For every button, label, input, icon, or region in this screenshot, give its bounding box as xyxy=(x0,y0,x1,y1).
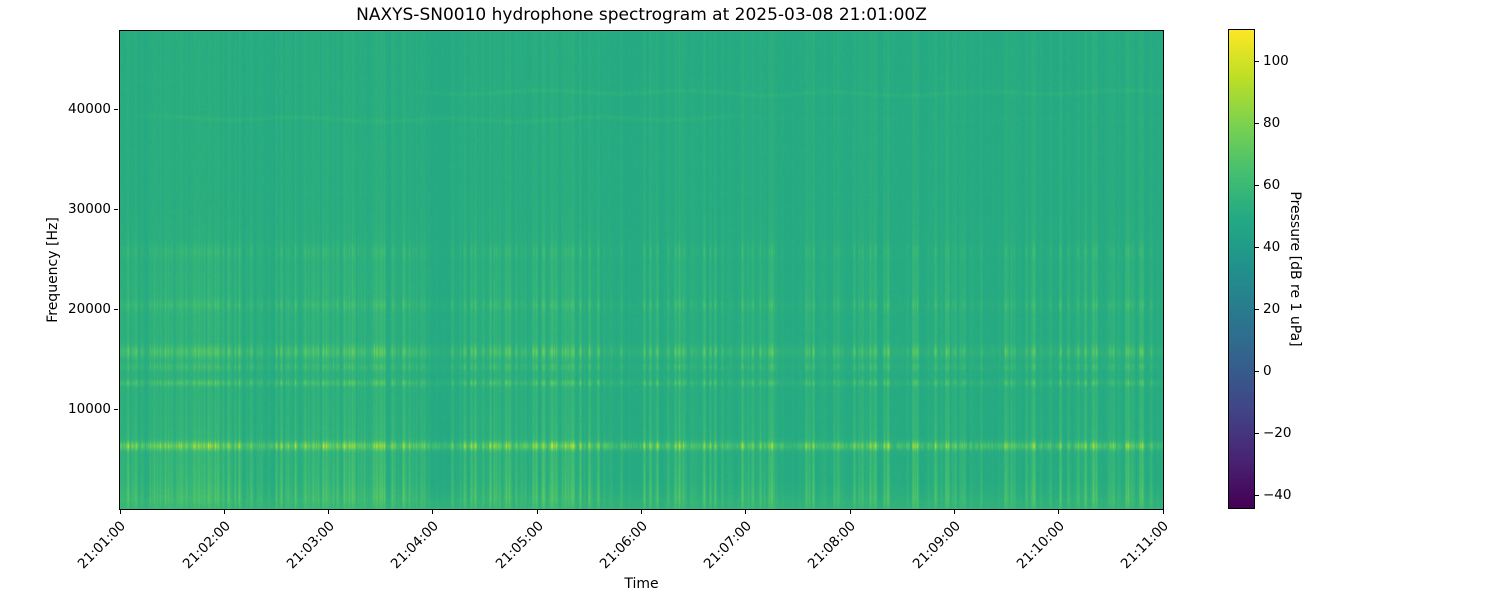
x-tick-mark xyxy=(432,510,434,514)
colorbar-frame xyxy=(1228,29,1255,509)
y-tick-label: 30000 xyxy=(68,200,111,217)
x-tick-mark xyxy=(223,510,225,514)
colorbar-label: Pressure [dB re 1 uPa] xyxy=(1287,191,1303,347)
colorbar-tick-mark xyxy=(1255,433,1259,434)
colorbar-tick-label: 0 xyxy=(1263,362,1272,379)
x-tick-mark xyxy=(1162,510,1164,514)
colorbar-tick-mark xyxy=(1255,184,1259,186)
x-tick-mark xyxy=(953,510,955,514)
x-axis-label: Time xyxy=(624,576,659,592)
y-tick-mark xyxy=(114,108,118,110)
x-tick-mark xyxy=(849,510,851,514)
colorbar-tick-mark xyxy=(1255,122,1259,124)
x-tick-mark xyxy=(641,510,642,514)
colorbar-tick-label: 100 xyxy=(1263,52,1289,69)
y-tick-label: 40000 xyxy=(68,100,111,117)
y-tick-label: 20000 xyxy=(68,300,111,317)
colorbar-tick-mark xyxy=(1255,60,1259,62)
spectrogram-heatmap xyxy=(120,31,1163,509)
colorbar-tick-mark xyxy=(1255,370,1259,372)
y-tick-mark xyxy=(114,308,118,310)
plot-frame xyxy=(119,30,1164,510)
x-tick-mark xyxy=(745,510,747,514)
x-tick-mark xyxy=(536,510,538,514)
colorbar-tick-mark xyxy=(1255,308,1259,310)
y-tick-mark xyxy=(114,408,118,410)
colorbar-tick-label: 40 xyxy=(1263,238,1281,255)
colorbar-tick-mark xyxy=(1255,246,1259,248)
colorbar-tick-mark xyxy=(1255,495,1259,497)
x-tick-mark xyxy=(328,510,330,514)
y-tick-label: 10000 xyxy=(68,400,111,417)
plot-title: NAXYS-SN0010 hydrophone spectrogram at 2… xyxy=(356,5,927,25)
colorbar-tick-label: −20 xyxy=(1263,425,1292,441)
colorbar-tick-label: −40 xyxy=(1263,487,1292,504)
x-tick-mark xyxy=(119,510,121,514)
colorbar-tick-label: 80 xyxy=(1263,114,1281,131)
colorbar-gradient xyxy=(1229,30,1254,508)
colorbar-tick-label: 60 xyxy=(1263,176,1281,193)
colorbar-tick-label: 20 xyxy=(1263,300,1281,317)
y-tick-mark xyxy=(114,208,118,210)
x-tick-mark xyxy=(1058,510,1060,514)
